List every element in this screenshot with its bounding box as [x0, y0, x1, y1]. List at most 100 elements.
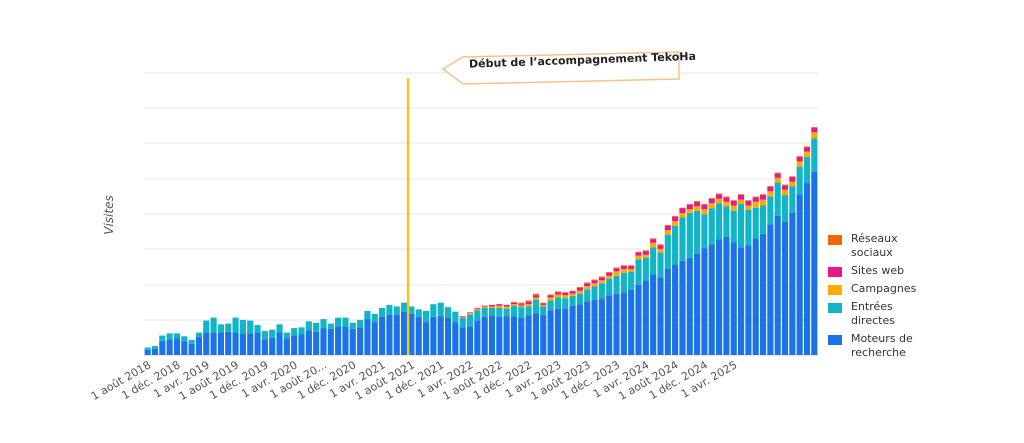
- bar-segment: [650, 242, 657, 248]
- bar-segment: [745, 201, 752, 206]
- bar-segment: [327, 328, 334, 355]
- bar-segment: [635, 259, 642, 285]
- bar-segment: [738, 194, 745, 196]
- legend-item[interactable]: Entrées directes: [828, 300, 938, 328]
- bar-segment: [620, 265, 627, 267]
- bar-segment: [694, 201, 701, 207]
- bar-segment: [591, 283, 598, 287]
- bar-segment: [225, 323, 232, 332]
- annotation-callout: Début de l’accompagnement TekoHa: [441, 47, 696, 85]
- bar-segment: [584, 283, 591, 287]
- bar-segment: [320, 328, 327, 355]
- bar-segment: [686, 212, 693, 258]
- bar-segment: [488, 307, 496, 316]
- bar-segment: [342, 317, 349, 327]
- bar-segment: [532, 297, 540, 300]
- bar-segment: [723, 206, 730, 237]
- bar-segment: [584, 286, 591, 290]
- bar-segment: [606, 272, 613, 273]
- bar-segment: [789, 177, 796, 182]
- bar-segment: [796, 166, 803, 195]
- legend-label: Campagnes: [851, 282, 917, 295]
- bar-segment: [503, 308, 510, 317]
- bar-segment: [261, 331, 268, 340]
- bar-segment: [422, 310, 430, 323]
- bar-segment: [459, 317, 466, 328]
- bar-segment: [488, 304, 496, 307]
- legend-item[interactable]: Moteurs de recherche: [828, 332, 938, 360]
- bar-segment: [562, 292, 569, 296]
- bar-segment: [283, 332, 290, 339]
- bar-segment: [694, 210, 701, 254]
- bar-segment: [269, 337, 276, 355]
- bar-segment: [562, 295, 569, 299]
- bar-segment: [532, 313, 540, 355]
- bar-segment: [298, 327, 305, 335]
- bar-segment: [759, 233, 767, 355]
- legend-item[interactable]: Sites web: [828, 264, 938, 278]
- bar-segment: [584, 301, 591, 355]
- legend-item[interactable]: Campagnes: [828, 282, 938, 296]
- bar-segment: [305, 330, 312, 355]
- bar-segment: [430, 316, 437, 355]
- bar-segment: [759, 199, 767, 206]
- legend-swatch: [828, 285, 842, 295]
- bar-segment: [327, 323, 334, 329]
- bar-segment: [708, 198, 715, 204]
- bar-segment: [342, 326, 349, 355]
- bar-segment: [217, 324, 224, 333]
- bar-segment: [650, 239, 657, 243]
- bar-segment: [701, 209, 708, 215]
- bar-segment: [195, 332, 203, 338]
- bar-segment: [774, 172, 781, 174]
- bar-segment: [466, 312, 474, 314]
- bar-segment: [298, 334, 305, 355]
- bar-segment: [481, 307, 488, 317]
- bar-segment: [598, 298, 605, 355]
- bar-segment: [628, 265, 635, 267]
- bar-segment: [195, 337, 203, 355]
- bar-segment: [657, 245, 664, 249]
- bar-segment: [694, 253, 701, 355]
- bar-segment: [738, 199, 745, 204]
- bars: [144, 127, 818, 355]
- bar-segment: [181, 341, 188, 355]
- bar-segment: [613, 267, 620, 269]
- bar-segment: [313, 331, 320, 355]
- bar-segment: [803, 183, 811, 355]
- legend-swatch: [828, 335, 842, 345]
- bar-segment: [466, 326, 474, 355]
- bar-segment: [789, 212, 796, 355]
- bar-segment: [716, 198, 723, 204]
- bar-segment: [657, 252, 664, 278]
- bar-segment: [730, 201, 737, 206]
- bar-segment: [694, 201, 701, 202]
- bar-segment: [576, 290, 583, 294]
- bar-segment: [628, 272, 635, 290]
- bar-segment: [591, 286, 598, 300]
- bar-segment: [767, 186, 774, 192]
- bar-segment: [547, 294, 554, 296]
- bar-segment: [510, 301, 518, 303]
- bar-segment: [701, 214, 708, 249]
- bar-segment: [357, 327, 364, 355]
- bar-segment: [166, 333, 173, 340]
- bar-segment: [738, 247, 745, 355]
- bar-segment: [672, 216, 679, 222]
- bar-segment: [408, 313, 415, 355]
- bar-segment: [701, 248, 708, 355]
- legend-item[interactable]: Réseaux sociaux: [828, 232, 938, 260]
- bar-segment: [532, 293, 540, 296]
- bar-segment: [386, 314, 393, 355]
- bar-segment: [532, 299, 540, 314]
- bar-segment: [598, 276, 605, 278]
- bar-segment: [569, 295, 576, 306]
- bar-segment: [474, 307, 481, 309]
- bar-segment: [547, 295, 554, 298]
- bar-segment: [254, 332, 261, 355]
- bar-segment: [181, 336, 188, 342]
- bar-segment: [518, 304, 525, 306]
- bar-segment: [569, 305, 576, 355]
- bar-segment: [540, 303, 547, 305]
- bar-segment: [540, 314, 547, 355]
